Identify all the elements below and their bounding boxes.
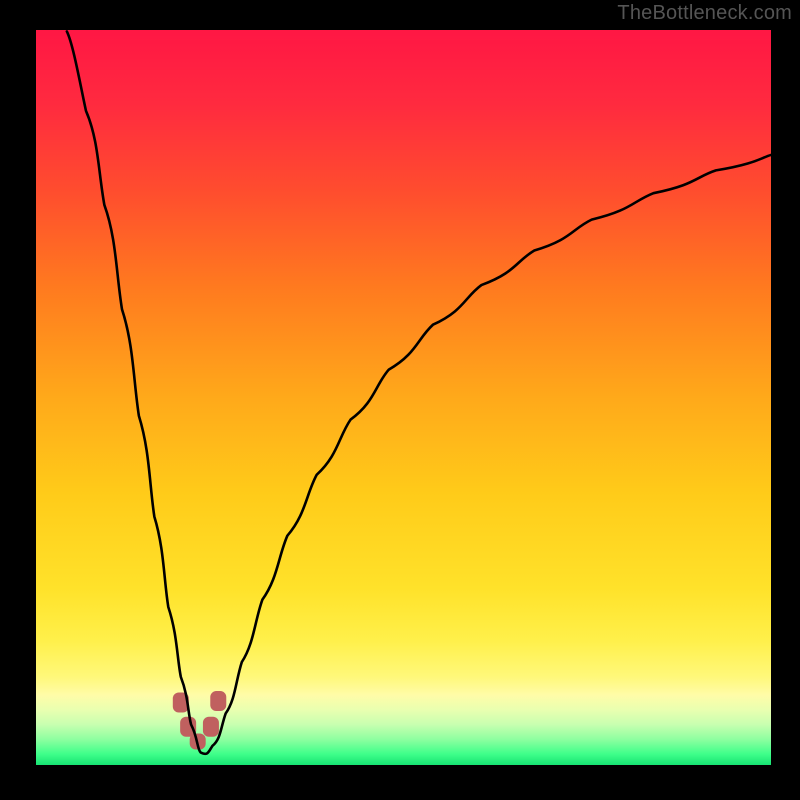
- plot-background-gradient: [36, 30, 771, 765]
- plot-area: [36, 30, 771, 765]
- chart-stage: TheBottleneck.com: [0, 0, 800, 800]
- watermark-text: TheBottleneck.com: [617, 2, 792, 25]
